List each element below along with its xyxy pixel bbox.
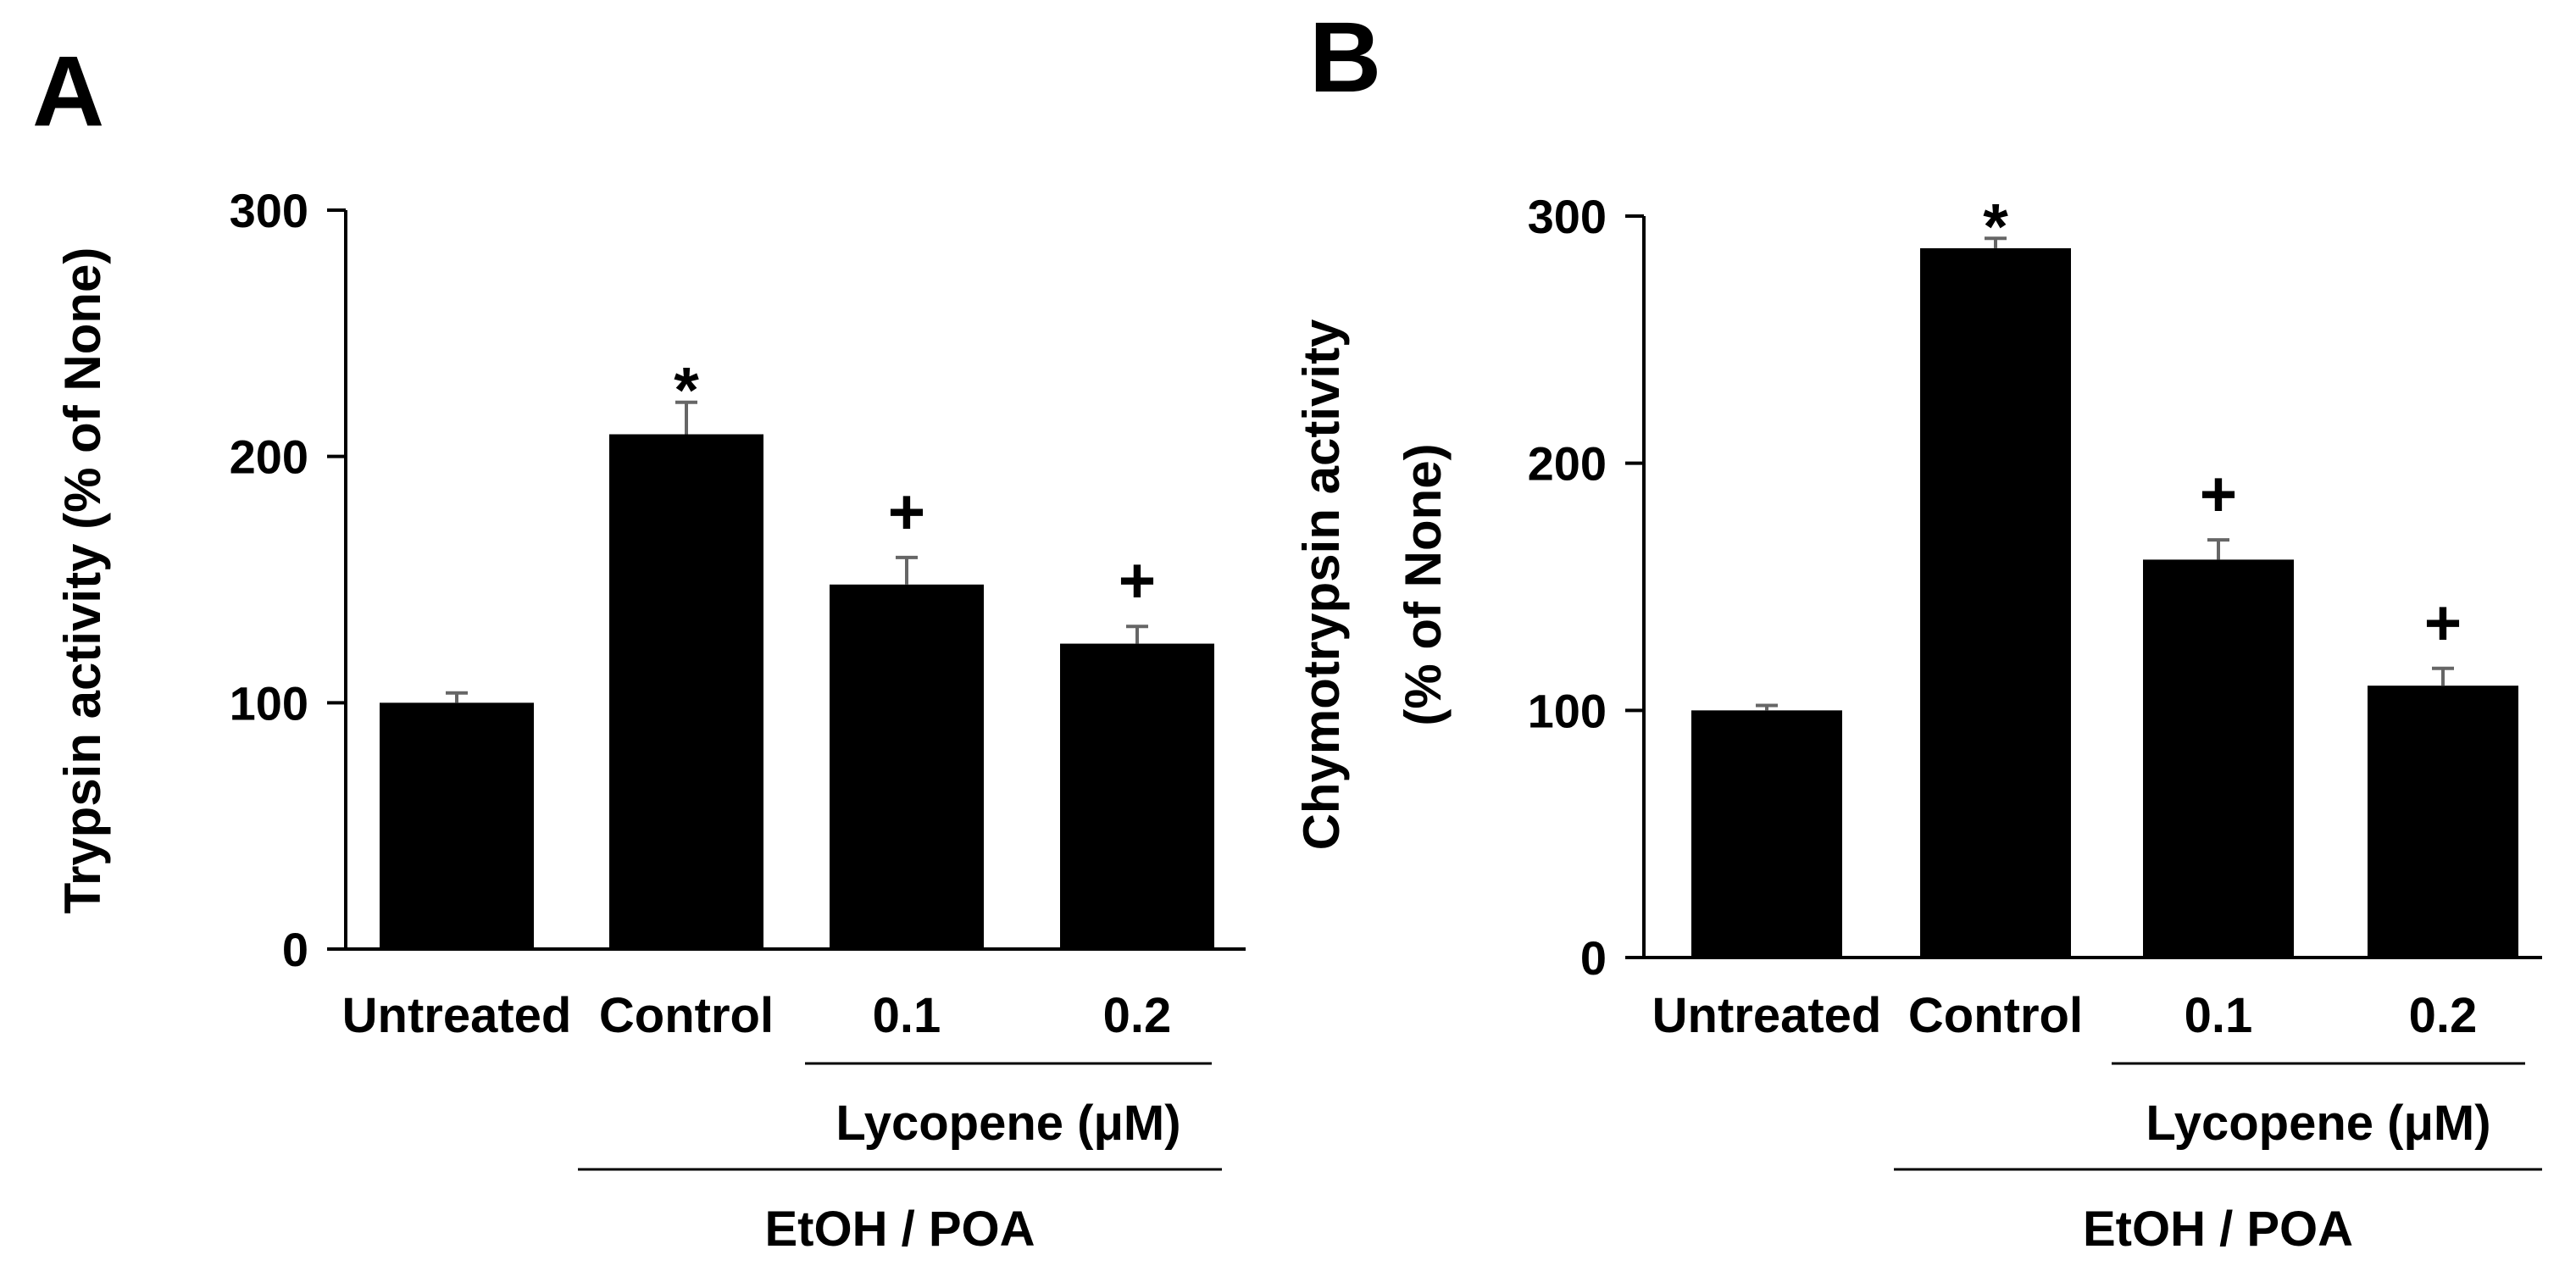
significance-plus: + <box>1119 545 1156 617</box>
chart-panel-b: B 0 100 200 300 Chymotrypsin activity (% of No… <box>1293 2 2542 1257</box>
panel-letter: B <box>1309 2 1381 114</box>
significance-plus: + <box>2200 458 2237 530</box>
significance-star: * <box>1983 191 2008 263</box>
x-tick-label: Untreated <box>1652 988 1882 1043</box>
y-axis-title: Chymotrypsin activity <box>1293 319 1350 850</box>
x-tick-label: 0.2 <box>2409 988 2478 1043</box>
x-tick-label: 0.2 <box>1103 988 1172 1043</box>
panel-letter: A <box>32 36 104 147</box>
y-axis-title: (% of None) <box>1395 443 1452 725</box>
y-tick-label: 0 <box>1580 931 1607 985</box>
bar <box>2143 559 2294 958</box>
x-tick-label: Control <box>599 988 774 1043</box>
x-tick-label: 0.1 <box>873 988 941 1043</box>
bar <box>380 702 534 949</box>
y-tick-label: 100 <box>230 676 308 730</box>
chart-panel-a: A 0 100 200 300 Trypsin activity (% of None) U… <box>32 36 1246 1257</box>
lycopene-group-label: Lycopene (μM) <box>836 1096 1180 1151</box>
x-tick-label: Untreated <box>342 988 572 1043</box>
significance-plus: + <box>2424 587 2462 659</box>
significance-plus: + <box>888 476 925 548</box>
y-axis-title: Trypsin activity (% of None) <box>54 247 111 914</box>
y-tick-label: 300 <box>230 184 308 237</box>
treatment-group-label: EtOH / POA <box>2083 1202 2353 1257</box>
y-tick-label: 300 <box>1528 190 1607 243</box>
y-tick-label: 200 <box>1528 437 1607 491</box>
bar <box>830 584 984 949</box>
significance-star: * <box>674 355 699 427</box>
lycopene-group-label: Lycopene (μM) <box>2146 1096 2490 1151</box>
treatment-group-label: EtOH / POA <box>764 1202 1035 1257</box>
bar <box>1060 643 1214 949</box>
y-tick-label: 200 <box>230 430 308 484</box>
bar <box>1920 247 2071 958</box>
x-tick-label: 0.1 <box>2185 988 2253 1043</box>
y-tick-label: 0 <box>282 923 308 976</box>
bar <box>609 434 763 949</box>
y-tick-label: 100 <box>1528 684 1607 737</box>
bar <box>2368 686 2518 958</box>
x-tick-label: Control <box>1908 988 2083 1043</box>
bar <box>1691 710 1842 958</box>
